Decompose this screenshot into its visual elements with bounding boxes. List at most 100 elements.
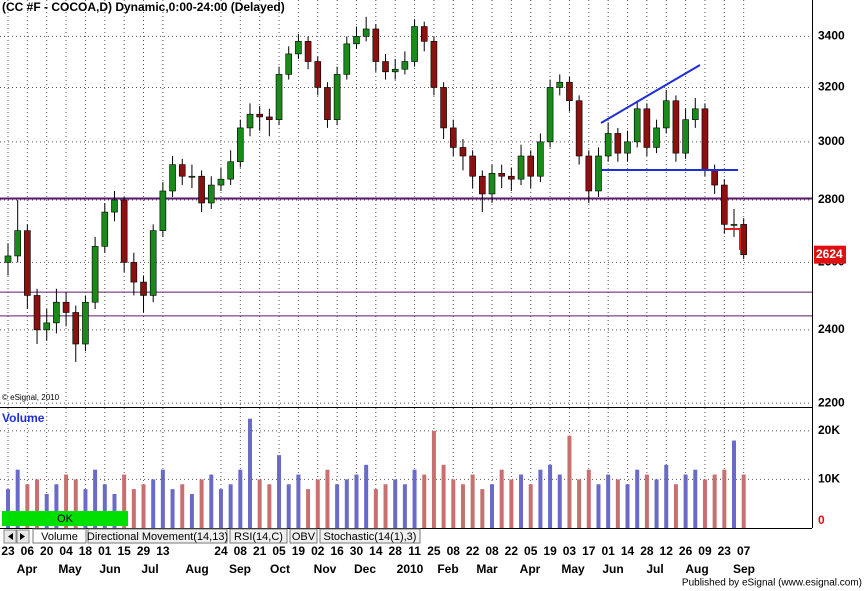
x-tick-label: 01	[98, 544, 112, 558]
volume-bar	[141, 484, 146, 528]
candle-body	[595, 155, 602, 192]
volume-bar	[131, 489, 136, 528]
candle-body	[401, 61, 409, 70]
x-tick-label: 08	[447, 544, 461, 558]
volume-bar	[567, 435, 572, 528]
volume-bar	[199, 479, 204, 528]
x-tick-label: 28	[640, 544, 654, 558]
month-label: Oct	[270, 562, 290, 576]
candle-body	[537, 141, 544, 177]
candle-body	[227, 161, 234, 180]
volume-bar	[586, 469, 591, 528]
volume-bar	[151, 479, 156, 528]
candle-body	[266, 116, 273, 120]
volume-bar	[509, 479, 514, 528]
volume-bar	[548, 464, 553, 528]
month-label: May	[58, 562, 82, 576]
candle-body	[585, 155, 593, 192]
volume-bar	[702, 479, 707, 528]
volume-bar	[402, 484, 407, 528]
volume-bar	[693, 469, 698, 528]
candle-body	[362, 28, 370, 37]
footer: Published by eSignal (www.esignal.com)	[682, 578, 862, 589]
x-tick-label: 26	[679, 544, 693, 558]
candle-body	[91, 246, 99, 303]
candle-body	[730, 224, 738, 226]
candle-body	[149, 230, 157, 296]
volume-bar	[296, 474, 301, 528]
candle-body	[82, 301, 89, 345]
volume-bar	[315, 479, 320, 528]
volume-bar	[635, 469, 640, 528]
y-tick-label: 3200	[818, 80, 845, 94]
candle-body	[256, 113, 263, 118]
volume-bar	[209, 474, 214, 528]
candle-body	[508, 175, 515, 180]
indicator-tab[interactable]	[319, 528, 421, 544]
volume-bar	[306, 489, 311, 528]
volume-bar	[6, 489, 10, 528]
candle-body	[353, 36, 360, 45]
indicator-tab[interactable]	[289, 528, 318, 544]
candle-body	[721, 184, 728, 225]
volume-bar	[538, 469, 543, 528]
month-label: Nov	[314, 562, 337, 576]
volume-bar	[596, 484, 601, 528]
month-label: Jul	[141, 562, 158, 576]
volume-bar	[335, 484, 340, 528]
volume-bar	[354, 474, 359, 528]
volume-bar	[722, 469, 727, 528]
chart-title: (CC #F - COCOA,D) Dynamic,0:00-24:00 (De…	[2, 0, 285, 14]
x-tick-label: 04	[59, 544, 73, 558]
volume-bar	[364, 464, 369, 528]
candle-body	[343, 43, 351, 75]
volume-bar	[393, 479, 398, 528]
x-tick-label: 20	[40, 544, 54, 558]
volume-bar	[54, 484, 59, 528]
x-tick-label: 24	[214, 544, 228, 558]
x-tick-label: 09	[698, 544, 712, 558]
candle-body	[14, 230, 21, 257]
month-label: Jun	[99, 562, 120, 576]
volume-bar	[218, 489, 223, 528]
x-tick-label: 18	[79, 544, 93, 558]
candle-body	[333, 74, 341, 120]
volume-bar	[490, 484, 494, 528]
indicator-tab[interactable]	[87, 528, 228, 544]
x-tick-label: 23	[718, 544, 732, 558]
volume-bar	[422, 474, 427, 528]
x-tick-label: 05	[524, 544, 538, 558]
volume-bar	[460, 484, 465, 528]
volume-title: Volume	[2, 411, 45, 425]
volume-bar	[267, 484, 272, 528]
candle-body	[633, 108, 641, 143]
candle-body	[614, 133, 622, 154]
x-tick-label: 30	[350, 544, 364, 558]
last-price-label: 2624	[816, 247, 843, 261]
candle-body	[498, 173, 505, 177]
volume-bar	[44, 493, 49, 528]
candle-body	[62, 301, 70, 313]
indicator-tab[interactable]	[229, 528, 288, 544]
candle-body	[517, 155, 525, 180]
candle-body	[285, 53, 293, 75]
candle-body	[43, 322, 51, 331]
volume-bar	[519, 474, 524, 528]
x-tick-label: 08	[234, 544, 248, 558]
x-tick-label: 11	[408, 544, 421, 558]
indicator-tab[interactable]	[32, 528, 87, 544]
volume-bar	[606, 474, 611, 528]
candle-body	[546, 87, 554, 143]
candle-body	[4, 255, 12, 263]
candle-body	[643, 108, 651, 148]
month-label: Jun	[602, 562, 623, 576]
candle-body	[130, 262, 138, 283]
stop-line	[725, 228, 741, 250]
x-tick-label: 23	[1, 544, 15, 558]
candle-body	[575, 100, 583, 157]
volume-bar	[431, 430, 436, 528]
volume-bar	[528, 484, 533, 528]
volume-bar	[73, 479, 78, 528]
tab-label: OBV	[292, 531, 316, 543]
